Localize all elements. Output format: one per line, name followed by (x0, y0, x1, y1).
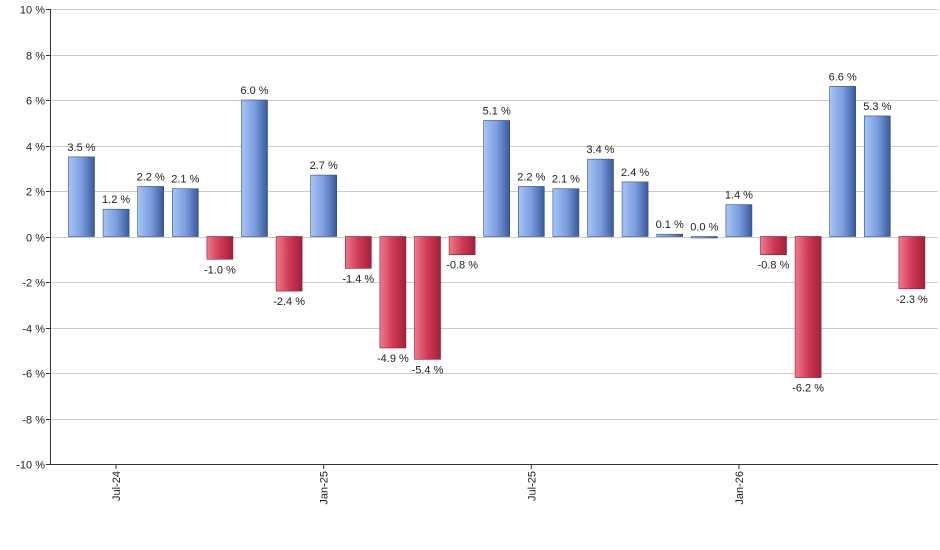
y-tick-label: 4 % (26, 142, 45, 154)
bar-data-label: 1.2 % (102, 194, 130, 206)
bar (206, 236, 234, 260)
bar (621, 181, 649, 237)
y-tick-label: -6 % (22, 369, 45, 381)
bar (379, 236, 407, 349)
bar (137, 186, 164, 237)
bar (829, 86, 857, 237)
bar (725, 204, 753, 237)
y-tick-label: 10 % (20, 5, 45, 17)
x-tick-label: Jul-24 (111, 471, 123, 501)
bar-data-label: 5.3 % (863, 101, 891, 113)
bar (552, 188, 580, 237)
bar (794, 236, 822, 378)
bar (310, 174, 338, 237)
bar-data-label: 3.4 % (586, 144, 614, 156)
axes (46, 9, 938, 469)
bars (68, 86, 926, 378)
bar (448, 236, 476, 256)
bar-data-label: 2.2 % (517, 171, 545, 183)
bar (102, 208, 130, 237)
bar-data-label: 5.1 % (483, 105, 511, 117)
y-tick-label: 8 % (26, 51, 45, 63)
bar-data-label: -6.2 % (792, 383, 824, 395)
y-axis-tick-labels: -10 % -8 % -6 % -4 % -2 % 0 % 2 % 4 % 6 % 8 % 10 % (16, 5, 45, 472)
bar-data-label: 0.0 % (690, 222, 718, 234)
bar-data-label: -4.9 % (377, 353, 409, 365)
bar (517, 186, 545, 237)
bar-data-label: 2.7 % (310, 160, 338, 172)
bar-data-label: 6.0 % (240, 85, 268, 97)
y-tick-label: 6 % (26, 96, 45, 108)
bar-data-label: -1.0 % (204, 264, 236, 276)
bar-data-label: 0.1 % (656, 219, 684, 231)
bar (172, 188, 199, 237)
bar-data-label: 2.1 % (552, 174, 580, 186)
bar-data-label: 2.4 % (621, 167, 649, 179)
bar-data-label: 2.1 % (171, 174, 199, 186)
bar (68, 156, 95, 237)
x-tick-label: Jan-26 (734, 471, 746, 505)
data-labels: 3.5 % 1.2 % 2.2 % 2.1 % -1.0 % 6.0 % -2.4 % 2.7… (67, 71, 928, 394)
bar-data-label: -2.3 % (896, 294, 928, 306)
bar (898, 236, 926, 290)
bar (656, 233, 684, 237)
y-tick-label: -8 % (22, 415, 45, 427)
bar (344, 236, 372, 269)
bar-data-label: -0.8 % (758, 260, 790, 272)
y-tick-label: -4 % (22, 324, 45, 336)
bar-data-label: -5.4 % (412, 364, 444, 376)
bar-data-label: 1.4 % (725, 190, 753, 202)
bar (690, 236, 718, 239)
bar-data-label: 2.2 % (137, 171, 165, 183)
x-axis-tick-labels: Jul-24 Jan-25 Jul-25 Jan-26 (111, 471, 746, 505)
bar-data-label: -0.8 % (446, 260, 478, 272)
bar-data-label: -2.4 % (273, 296, 305, 308)
x-tick-label: Jan-25 (319, 471, 331, 505)
bar (587, 158, 614, 237)
bar (241, 99, 268, 237)
y-tick-label: -2 % (22, 278, 45, 290)
y-tick-label: 2 % (26, 187, 45, 199)
bar (760, 236, 787, 256)
bar (483, 120, 511, 237)
bar (275, 236, 303, 292)
bar-data-label: 6.6 % (829, 71, 857, 83)
y-tick-label: -10 % (16, 460, 45, 472)
x-tick-label: Jul-25 (526, 471, 538, 501)
bar-data-label: 3.5 % (67, 142, 95, 154)
bar (863, 115, 891, 237)
bar-data-label: -1.4 % (342, 273, 374, 285)
bar (414, 236, 441, 360)
y-tick-label: 0 % (26, 233, 45, 245)
